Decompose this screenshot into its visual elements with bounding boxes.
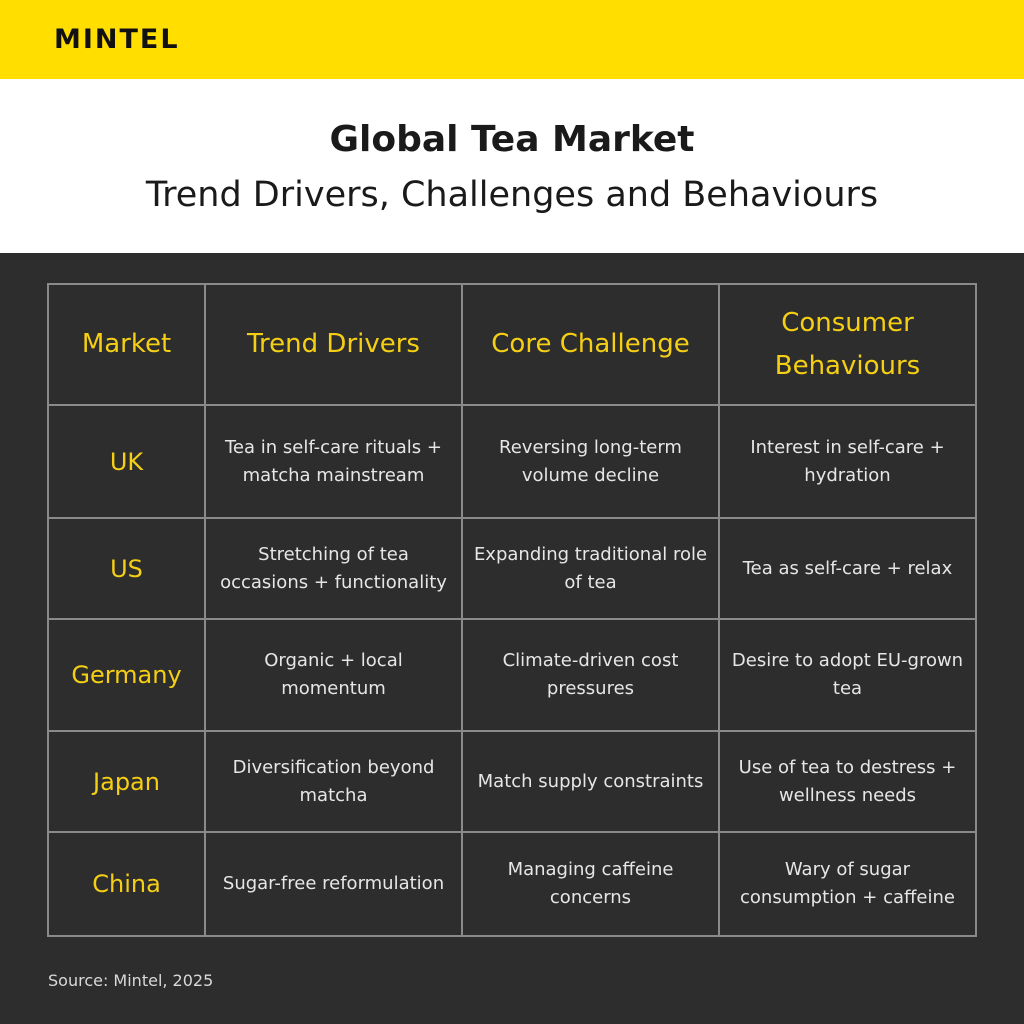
consumer-behaviours-cell: Interest in self-care + hydration — [718, 404, 977, 519]
consumer-behaviours-cell: Tea as self-care + relax — [718, 517, 977, 620]
core-challenge-cell: Match supply constraints — [461, 730, 720, 833]
column-header-market: Market — [47, 283, 206, 406]
trend-drivers-cell: Organic + local momentum — [204, 618, 463, 732]
table-row: Germany Organic + local momentum Climate… — [47, 618, 977, 732]
table-row: UK Tea in self-care rituals + matcha mai… — [47, 404, 977, 519]
table-row: China Sugar-free reformulation Managing … — [47, 831, 977, 937]
core-challenge-cell: Expanding traditional role of tea — [461, 517, 720, 620]
table-header-row: Market Trend Drivers Core Challenge Cons… — [47, 283, 977, 406]
core-challenge-cell: Reversing long-term volume decline — [461, 404, 720, 519]
consumer-behaviours-cell: Wary of sugar consumption + caffeine — [718, 831, 977, 937]
trend-drivers-cell: Sugar-free reformulation — [204, 831, 463, 937]
market-cell: China — [47, 831, 206, 937]
table-row: Japan Diversification beyond matcha Matc… — [47, 730, 977, 833]
column-header-trend-drivers: Trend Drivers — [204, 283, 463, 406]
market-cell: Japan — [47, 730, 206, 833]
core-challenge-cell: Climate-driven cost pressures — [461, 618, 720, 732]
trend-drivers-cell: Stretching of tea occasions + functional… — [204, 517, 463, 620]
table-row: US Stretching of tea occasions + functio… — [47, 517, 977, 620]
market-cell: UK — [47, 404, 206, 519]
trend-drivers-cell: Diversification beyond matcha — [204, 730, 463, 833]
page-subtitle: Trend Drivers, Challenges and Behaviours — [145, 175, 879, 215]
column-header-consumer-behaviours: Consumer Behaviours — [718, 283, 977, 406]
brand-bar: MINTEL — [0, 0, 1024, 79]
page-title: Global Tea Market — [329, 119, 695, 160]
mintel-logo: MINTEL — [54, 24, 180, 55]
core-challenge-cell: Managing caffeine concerns — [461, 831, 720, 937]
trend-drivers-cell: Tea in self-care rituals + matcha mainst… — [204, 404, 463, 519]
source-note: Source: Mintel, 2025 — [48, 971, 214, 990]
market-cell: US — [47, 517, 206, 620]
consumer-behaviours-cell: Desire to adopt EU-grown tea — [718, 618, 977, 732]
market-table: Market Trend Drivers Core Challenge Cons… — [47, 283, 977, 937]
consumer-behaviours-cell: Use of tea to destress + wellness needs — [718, 730, 977, 833]
column-header-core-challenge: Core Challenge — [461, 283, 720, 406]
market-cell: Germany — [47, 618, 206, 732]
header: Global Tea Market Trend Drivers, Challen… — [0, 79, 1024, 253]
